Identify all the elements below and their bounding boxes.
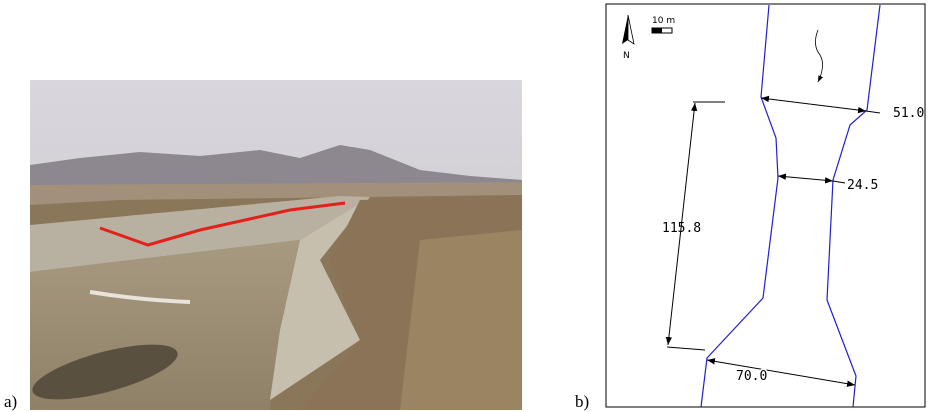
scale-bar (652, 28, 662, 33)
scale-label: 10 m (652, 16, 675, 26)
dimension-label: 70.0 (736, 369, 767, 384)
photo (27, 80, 522, 411)
dimension-label: 115.8 (662, 221, 701, 236)
map-frame (606, 4, 925, 407)
panel-label: b) (575, 392, 589, 411)
dimension-label: 24.5 (847, 178, 878, 193)
panel-label: a) (4, 392, 17, 411)
north-label: N (623, 51, 630, 61)
dimension-label: 51.0 (893, 106, 924, 121)
figure: a) b) N 10 m 51.0 24.5 115.8 70.0 (0, 0, 929, 412)
